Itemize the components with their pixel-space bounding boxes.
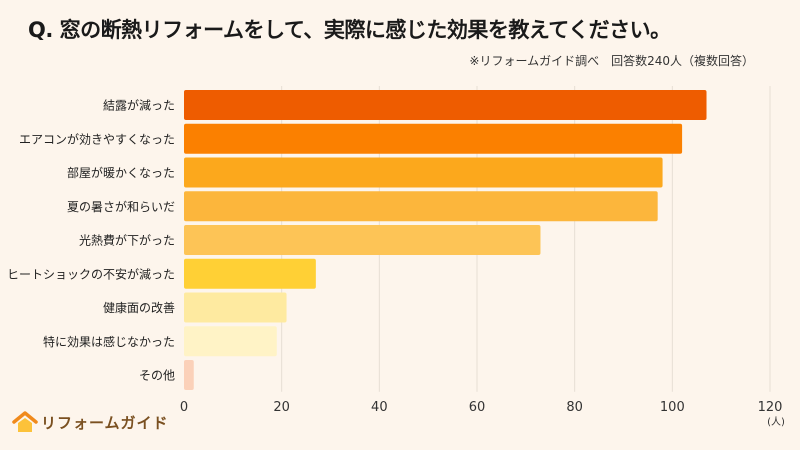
category-label: ヒートショックの不安が減った	[7, 266, 175, 281]
x-tick-label: 80	[566, 400, 583, 415]
bar	[184, 225, 541, 255]
bar	[184, 191, 658, 222]
logo-text: リフォームガイド	[41, 413, 169, 432]
category-label: エアコンが効きやすくなった	[19, 131, 175, 146]
source-note: ※リフォームガイド調べ 回答数240人（複数回答）	[469, 54, 754, 68]
category-label: その他	[139, 369, 175, 383]
bar	[184, 292, 287, 323]
house-icon	[12, 411, 38, 432]
bar	[184, 258, 316, 289]
category-label: 特に効果は感じなかった	[43, 334, 175, 349]
bar	[184, 90, 707, 120]
category-label: 夏の暑さが和らいだ	[67, 199, 175, 214]
category-label: 結露が減った	[103, 98, 175, 113]
x-tick-label: 20	[273, 400, 290, 415]
chart-title: Q. 窓の断熱リフォームをして、実際に感じた効果を教えてください。	[28, 18, 671, 42]
x-tick-label: 100	[660, 400, 685, 415]
x-unit-label: (人)	[767, 416, 785, 428]
x-tick-label: 60	[469, 400, 486, 415]
bar	[184, 157, 663, 188]
x-tick-label: 40	[371, 400, 388, 415]
category-label: 光熱費が下がった	[79, 233, 175, 248]
category-label: 健康面の改善	[103, 300, 175, 315]
category-label: 部屋が暖かくなった	[67, 165, 175, 180]
bar	[184, 123, 683, 154]
logo: リフォームガイド	[12, 410, 169, 434]
bar	[184, 326, 277, 357]
bar	[184, 360, 194, 390]
x-tick-label: 120	[758, 400, 783, 415]
x-tick-label: 0	[180, 400, 188, 415]
